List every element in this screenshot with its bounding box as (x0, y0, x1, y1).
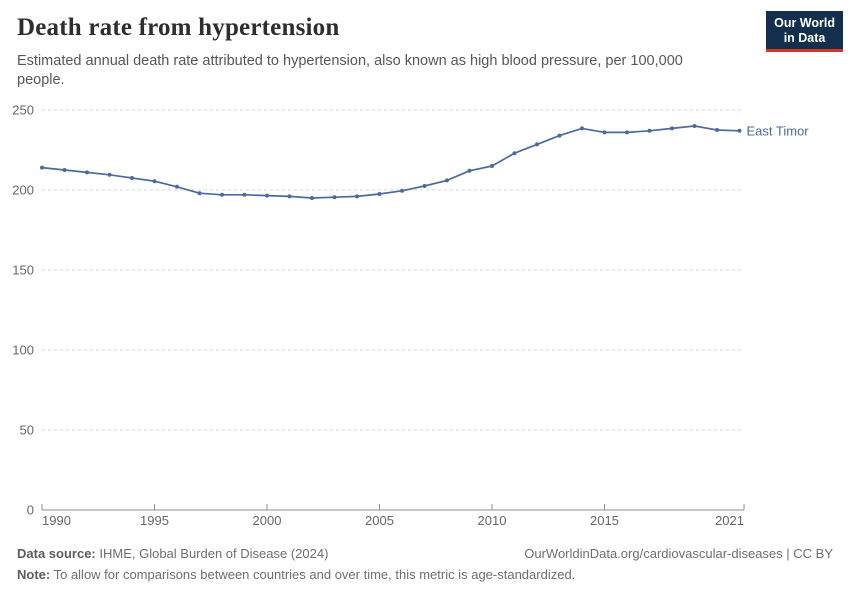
data-point[interactable] (62, 168, 67, 172)
data-point[interactable] (130, 176, 134, 180)
x-axis-label: 1990 (42, 513, 71, 528)
data-point[interactable] (715, 128, 719, 132)
x-axis-label: 2021 (715, 513, 744, 528)
line-series-east-timor[interactable] (41, 125, 741, 199)
data-source-label: Data source: (17, 546, 96, 561)
data-point[interactable] (310, 196, 314, 200)
chart-subtitle: Estimated annual death rate attributed t… (17, 53, 683, 88)
note-label: Note: (17, 567, 51, 582)
y-axis-label: 200 (12, 183, 34, 198)
data-source-value: IHME, Global Burden of Disease (2024) (95, 546, 329, 561)
note-line: Note: To allow for comparisons between c… (17, 567, 575, 582)
y-axis-label: 250 (12, 103, 34, 118)
line-chart[interactable]: 0 50 100 150 200 250 1990 1995 2000 2005 2010 2015 2… (0, 95, 850, 540)
y-axis-label: 0 (27, 503, 34, 518)
data-point[interactable] (152, 179, 157, 184)
data-point[interactable] (377, 192, 382, 196)
entity-label: East Timor (747, 123, 810, 138)
x-axis-label: 2010 (478, 513, 507, 528)
x-axis-label: 1995 (140, 513, 169, 528)
note-value: To allow for comparisons between countri… (50, 567, 576, 582)
data-point[interactable] (490, 164, 494, 168)
data-point[interactable] (175, 184, 179, 189)
data-point[interactable] (332, 195, 337, 200)
data-point[interactable] (580, 126, 584, 131)
data-source-line: Data source: IHME, Global Burden of Dise… (17, 546, 328, 561)
x-axis-label: 2000 (253, 513, 282, 528)
data-point[interactable] (265, 193, 269, 198)
data-point[interactable] (737, 128, 742, 133)
data-point[interactable] (400, 188, 404, 193)
data-point[interactable] (355, 194, 359, 199)
data-point[interactable] (85, 170, 89, 175)
data-point[interactable] (535, 142, 539, 147)
data-point[interactable] (445, 178, 449, 183)
owid-logo[interactable]: Our World in Data (766, 11, 843, 52)
x-axis-label: 2015 (590, 513, 619, 528)
data-point[interactable] (467, 168, 472, 173)
attribution-link[interactable]: OurWorldinData.org/cardiovascular-diseas… (524, 546, 833, 561)
owid-logo-line2: in Data (783, 31, 826, 45)
data-point[interactable] (220, 192, 224, 197)
data-point[interactable] (670, 126, 674, 131)
page-title: Death rate from hypertension (17, 14, 340, 41)
data-point[interactable] (625, 130, 629, 135)
data-point[interactable] (197, 191, 202, 196)
data-point[interactable] (557, 133, 562, 138)
data-point[interactable] (107, 172, 112, 177)
data-point[interactable] (692, 124, 697, 128)
y-axis-label: 50 (20, 423, 34, 438)
x-axis-label: 2005 (365, 513, 394, 528)
data-point[interactable] (647, 128, 652, 133)
data-point[interactable] (287, 194, 292, 199)
y-axis-label: 100 (12, 343, 34, 358)
data-point[interactable] (40, 165, 44, 170)
data-point[interactable] (512, 151, 517, 156)
owid-logo-line1: Our World (774, 16, 835, 30)
y-axis-label: 150 (12, 263, 34, 278)
data-point[interactable] (242, 192, 247, 197)
data-point[interactable] (422, 184, 427, 188)
data-point[interactable] (602, 130, 607, 135)
